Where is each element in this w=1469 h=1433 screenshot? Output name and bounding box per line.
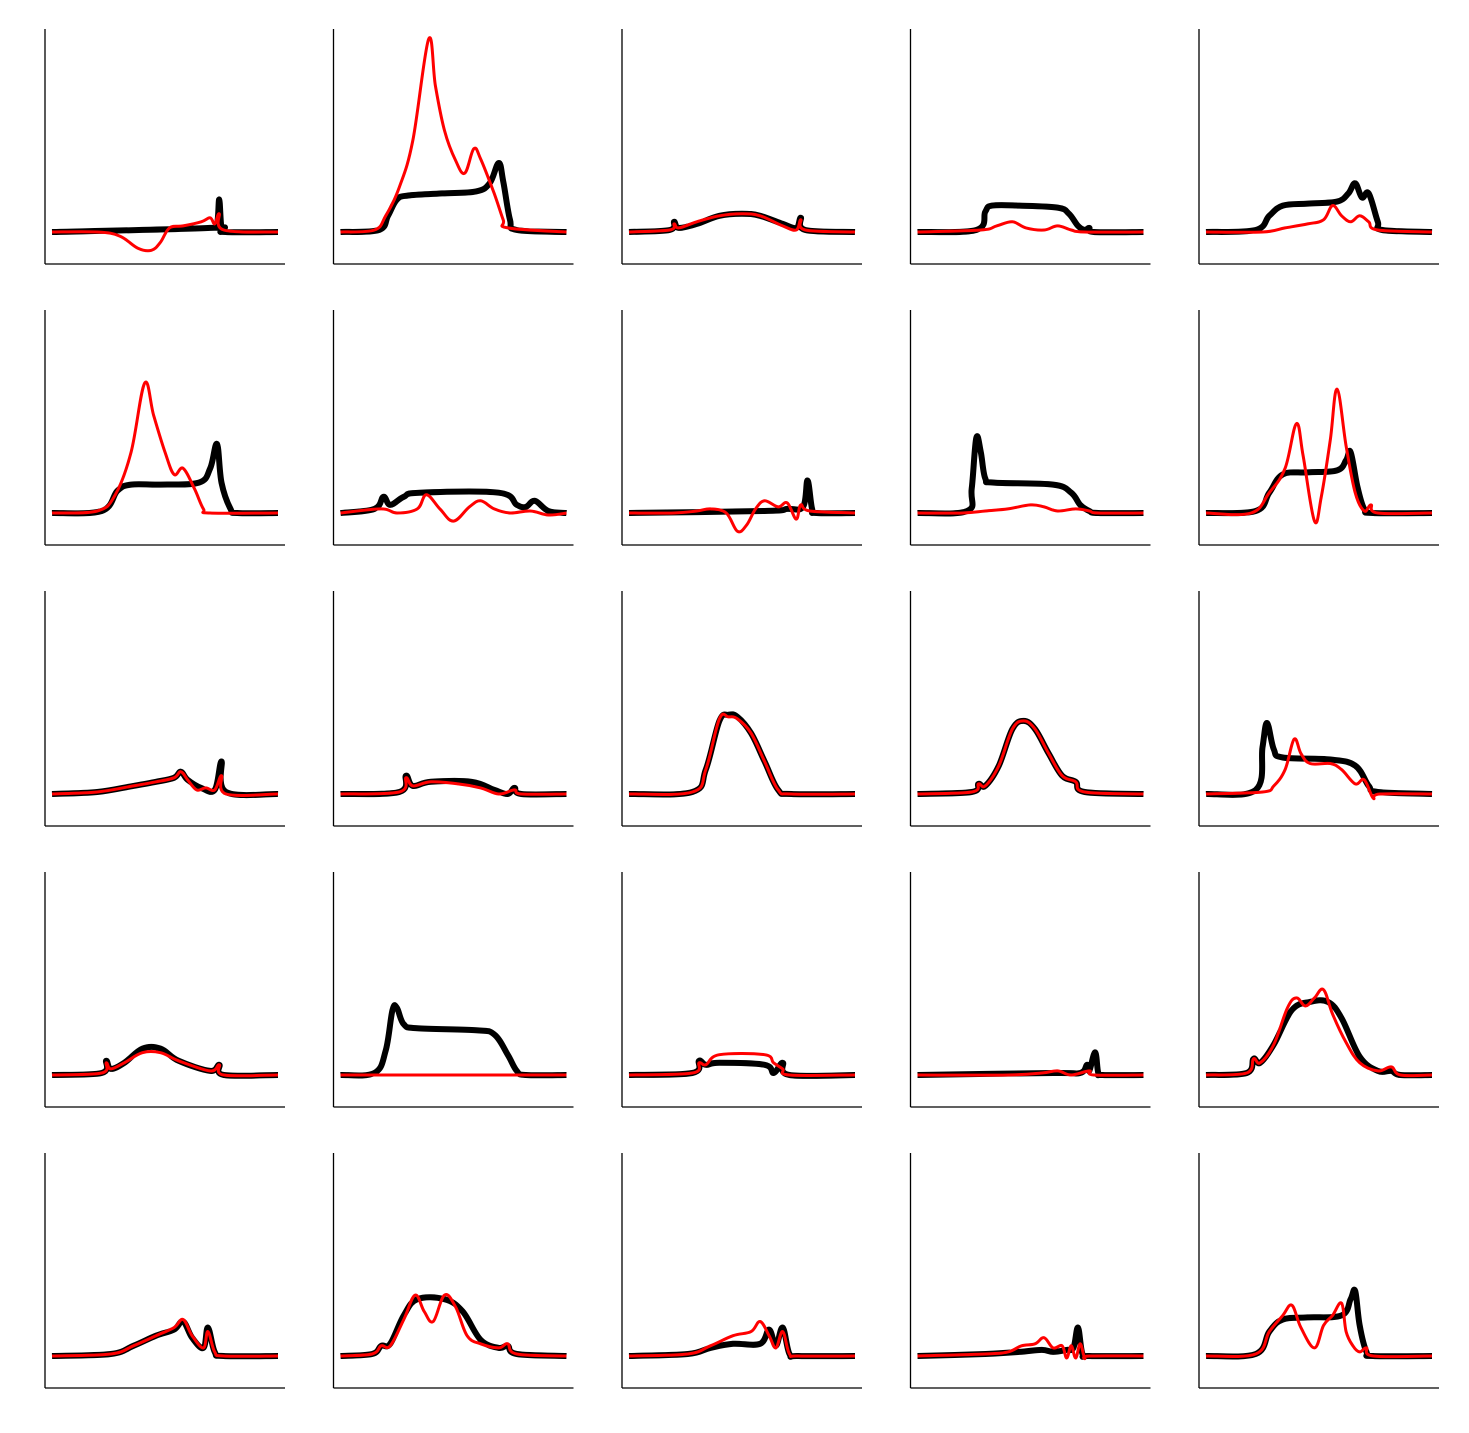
subplot-10 bbox=[1198, 310, 1439, 546]
reference-series-line bbox=[51, 196, 279, 236]
subplot-14 bbox=[909, 591, 1151, 827]
reference-series-line bbox=[917, 433, 1144, 517]
prediction-series-line bbox=[628, 212, 856, 234]
prediction-series-line bbox=[51, 1049, 279, 1078]
reference-series-line bbox=[628, 711, 856, 798]
subplot-11 bbox=[44, 591, 285, 827]
subplot-15 bbox=[1198, 591, 1439, 827]
prediction-series-line bbox=[51, 770, 279, 797]
prediction-series-line bbox=[51, 380, 279, 515]
prediction-series-line bbox=[917, 220, 1144, 234]
subplot-21 bbox=[44, 1153, 285, 1389]
prediction-series-line bbox=[628, 1320, 856, 1358]
prediction-series-line bbox=[1205, 204, 1433, 234]
reference-series-line bbox=[1205, 997, 1433, 1079]
subplot-24 bbox=[909, 1153, 1151, 1389]
prediction-series-line bbox=[340, 36, 567, 234]
reference-series-line bbox=[51, 1043, 279, 1079]
subplot-18 bbox=[621, 872, 862, 1108]
prediction-series-line bbox=[917, 719, 1144, 796]
reference-series-line bbox=[628, 1324, 856, 1360]
reference-series-line bbox=[51, 758, 279, 799]
subplot-22 bbox=[332, 1153, 574, 1389]
prediction-series-line bbox=[340, 1293, 567, 1358]
reference-series-line bbox=[340, 1002, 567, 1079]
reference-series-line bbox=[340, 772, 567, 798]
reference-series-line bbox=[1205, 1286, 1433, 1360]
reference-series-line bbox=[917, 1324, 1144, 1360]
subplot-13 bbox=[621, 591, 862, 827]
subplot-16 bbox=[44, 872, 285, 1108]
subplot-6 bbox=[44, 310, 285, 546]
subplot-19 bbox=[909, 872, 1151, 1108]
subplot-8 bbox=[621, 310, 862, 546]
prediction-series-line bbox=[917, 1069, 1144, 1077]
reference-series-line bbox=[51, 1318, 279, 1360]
prediction-series-line bbox=[628, 1051, 856, 1077]
prediction-series-line bbox=[1205, 387, 1433, 525]
subplot-5 bbox=[1198, 29, 1439, 265]
prediction-series-line bbox=[917, 1336, 1144, 1361]
subplot-2 bbox=[332, 29, 574, 265]
reference-series-line bbox=[628, 477, 856, 517]
reference-series-line bbox=[917, 1049, 1144, 1079]
prediction-series-line bbox=[51, 1317, 279, 1358]
prediction-series-line bbox=[917, 503, 1144, 515]
subplot-7 bbox=[332, 310, 574, 546]
subplot-25 bbox=[1198, 1153, 1439, 1389]
subplot-9 bbox=[909, 310, 1151, 546]
subplot-17 bbox=[332, 872, 574, 1108]
prediction-series-line bbox=[340, 493, 567, 523]
reference-series-line bbox=[1205, 719, 1433, 798]
subplot-20 bbox=[1198, 872, 1439, 1108]
reference-series-line bbox=[917, 202, 1144, 236]
reference-series-line bbox=[1205, 180, 1433, 235]
prediction-series-line bbox=[628, 499, 856, 534]
prediction-series-line bbox=[340, 776, 567, 796]
subplot-1 bbox=[44, 29, 285, 265]
subplot-23 bbox=[621, 1153, 862, 1389]
reference-series-line bbox=[340, 488, 567, 516]
prediction-series-line bbox=[51, 212, 279, 253]
prediction-series-line bbox=[1205, 1301, 1433, 1359]
subplot-3 bbox=[621, 29, 862, 265]
prediction-series-line bbox=[1205, 987, 1433, 1078]
prediction-series-line bbox=[628, 712, 856, 797]
reference-series-line bbox=[917, 717, 1144, 797]
subplot-4 bbox=[909, 29, 1151, 265]
prediction-series-line bbox=[1205, 737, 1433, 801]
subplot-12 bbox=[332, 591, 574, 827]
reference-series-line bbox=[340, 160, 567, 235]
